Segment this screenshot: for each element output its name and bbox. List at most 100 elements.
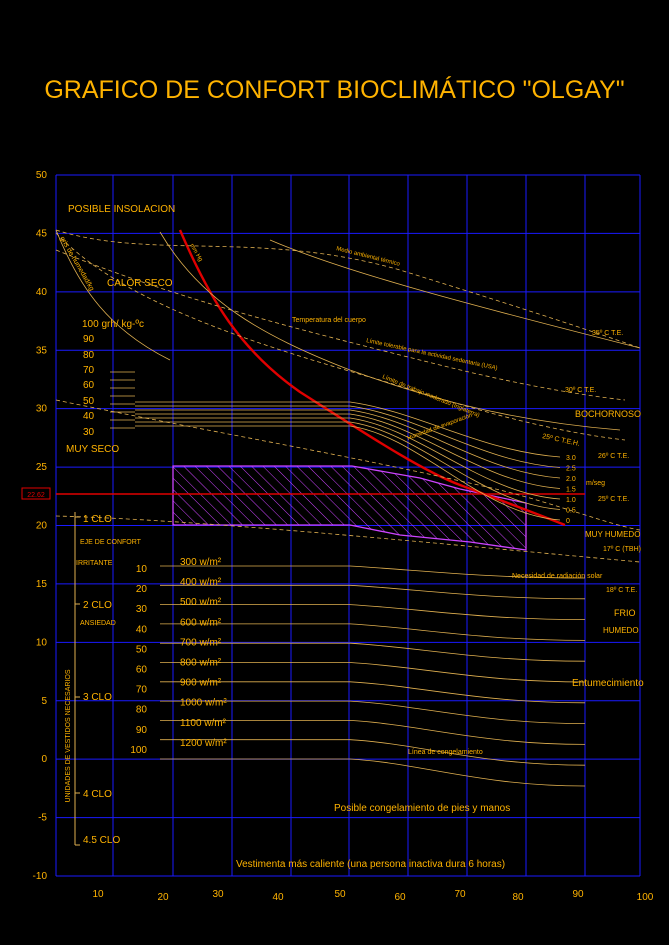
label-humidity-effect: Humedad de evaporación bbox=[407, 413, 474, 442]
radiation-index: 40 bbox=[136, 624, 148, 635]
reference-marker-box bbox=[21, 487, 51, 500]
radiation-curve bbox=[160, 642, 586, 662]
label-humid: HUMEDO bbox=[603, 626, 639, 635]
radiation-curve bbox=[160, 720, 586, 745]
limit-curve bbox=[55, 232, 626, 441]
label-te-25: 25º C T.E.H. bbox=[542, 433, 581, 448]
wind-value: 2.0 bbox=[566, 476, 576, 483]
moisture-value: 50 bbox=[83, 396, 95, 407]
y-tick-label: -10 bbox=[33, 871, 48, 882]
radiation-watts: 1000 w/m² bbox=[180, 698, 227, 709]
wind-value: 1.0 bbox=[566, 497, 576, 504]
wind-curve bbox=[135, 425, 561, 521]
radiation-watts: 400 w/m² bbox=[180, 577, 222, 588]
clo-level: 3 CLO bbox=[83, 692, 112, 703]
chart-labels: 22.62 POSIBLE INSOLACION CALOR SECO MUY SEC… bbox=[27, 204, 644, 870]
x-tick-label: 100 bbox=[637, 892, 654, 903]
wind-curve bbox=[135, 405, 561, 468]
moisture-value: 40 bbox=[83, 411, 95, 422]
radiation-index: 90 bbox=[136, 725, 148, 736]
wind-value: 1.5 bbox=[566, 487, 576, 494]
label-tolerable: Límite tolerable para la actividad seden… bbox=[366, 338, 498, 372]
y-tick-label: 50 bbox=[36, 170, 48, 181]
label-insolation: POSIBLE INSOLACION bbox=[68, 204, 175, 215]
clo-level: 4 CLO bbox=[83, 789, 112, 800]
wind-value: 0.5 bbox=[566, 508, 576, 515]
label-warm-clothes: Vestimenta más caliente (una persona ina… bbox=[236, 859, 505, 870]
wind-curve bbox=[135, 413, 561, 489]
y-tick-label: 35 bbox=[36, 345, 48, 356]
x-tick-label: 10 bbox=[92, 889, 104, 900]
radiation-curve bbox=[160, 662, 586, 683]
moisture-value: 80 bbox=[83, 350, 95, 361]
y-tick-label: 25 bbox=[36, 462, 48, 473]
radiation-index: 60 bbox=[136, 665, 148, 676]
radiation-watts: 600 w/m² bbox=[180, 617, 222, 628]
wind-curve bbox=[135, 417, 561, 500]
x-tick-label: 90 bbox=[572, 889, 584, 900]
label-thermal-env: Medio ambiental térmico bbox=[336, 246, 402, 268]
label-te-26: 26º C T.E. bbox=[598, 453, 629, 460]
temperature-curve bbox=[159, 231, 621, 431]
radiation-curve bbox=[160, 758, 586, 787]
label-very-dry: MUY SECO bbox=[66, 444, 119, 455]
radiation-index: 100 bbox=[130, 745, 147, 756]
wind-curve bbox=[135, 401, 561, 458]
clo-level: 2 CLO bbox=[83, 600, 112, 611]
moisture-value: 60 bbox=[83, 380, 95, 391]
y-tick-label: 40 bbox=[36, 287, 48, 298]
radiation-index: 80 bbox=[136, 705, 148, 716]
label-te-18: 18º C T.E. bbox=[606, 587, 637, 594]
label-freeze-hands: Posible congelamiento de pies y manos bbox=[334, 803, 510, 814]
radiation-curve bbox=[160, 739, 586, 766]
saturation-curve bbox=[178, 229, 566, 527]
wind-value: 0 bbox=[566, 518, 570, 525]
label-wind-unit: m/seg bbox=[586, 480, 605, 487]
label-very-humid: MUY HUMEDO bbox=[585, 530, 640, 539]
label-clothing-axis: UNIDADES DE VESTIDOS NECESARIOS bbox=[65, 669, 72, 802]
thermal-upper-curve bbox=[269, 239, 641, 349]
radiation-index: 10 bbox=[136, 564, 148, 575]
y-tick-label: 30 bbox=[36, 404, 48, 415]
y-tick-label: 5 bbox=[41, 696, 47, 707]
x-tick-label: 50 bbox=[334, 889, 346, 900]
label-te-35: 35º C T.E. bbox=[592, 330, 623, 337]
label-heat-dry: CALOR SECO bbox=[107, 278, 173, 289]
label-numbness: Entumecimiento bbox=[572, 678, 644, 689]
radiation-index: 20 bbox=[136, 584, 148, 595]
radiation-curve bbox=[160, 623, 586, 641]
x-tick-label: 30 bbox=[212, 889, 224, 900]
y-tick-label: 0 bbox=[41, 754, 47, 765]
label-te-25b: 25º C T.E. bbox=[598, 496, 629, 503]
label-temp-17: 17º C (TBH) bbox=[603, 546, 641, 553]
label-freeze-line: Línea de congelamiento bbox=[408, 749, 483, 756]
label-te-30: 30º C T.E. bbox=[565, 387, 596, 394]
clo-level: 4.5 CLO bbox=[83, 835, 120, 846]
y-tick-label: 15 bbox=[36, 579, 48, 590]
x-tick-label: 40 bbox=[272, 892, 284, 903]
wind-value: 2.5 bbox=[566, 466, 576, 473]
radiation-curve bbox=[160, 565, 586, 579]
radiation-watts: 500 w/m² bbox=[180, 597, 222, 608]
moisture-value: 70 bbox=[83, 365, 95, 376]
x-tick-label: 80 bbox=[512, 892, 524, 903]
radiation-watts: 1100 w/m² bbox=[180, 718, 227, 729]
moisture-value: 100 grh/ kg-ºc bbox=[82, 319, 144, 330]
humid-limit-curve bbox=[55, 515, 641, 563]
left-slope-curve bbox=[55, 229, 171, 361]
tolerable-curve bbox=[55, 249, 626, 401]
radiation-watts: 900 w/m² bbox=[180, 678, 222, 689]
label-cold: FRIO bbox=[614, 608, 636, 618]
label-body-temp: Temperatura del cuerpo bbox=[292, 317, 366, 324]
comfort-zone bbox=[172, 465, 527, 551]
moisture-value: 30 bbox=[83, 427, 95, 438]
chart-curves bbox=[21, 229, 641, 846]
radiation-index: 70 bbox=[136, 685, 148, 696]
muy-seco-curve bbox=[55, 399, 641, 531]
radiation-index: 50 bbox=[136, 644, 148, 655]
y-tick-label: 45 bbox=[36, 228, 48, 239]
label-irritating: IRRITANTE bbox=[76, 560, 113, 567]
wind-curve bbox=[135, 421, 561, 510]
